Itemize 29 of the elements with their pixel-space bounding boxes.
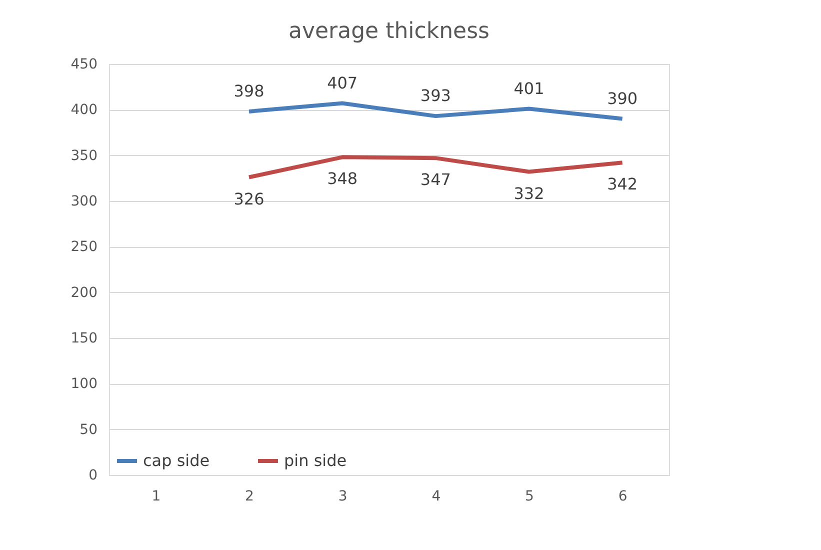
data-label: 390 [607, 88, 638, 108]
x-tick-label: 6 [618, 488, 628, 504]
data-label: 342 [607, 174, 638, 194]
data-label: 401 [514, 78, 544, 98]
x-tick-label: 3 [338, 488, 348, 504]
data-label: 348 [327, 169, 358, 188]
y-tick-label: 200 [70, 284, 98, 301]
data-label: 347 [420, 170, 451, 190]
data-label: 407 [327, 73, 358, 92]
x-tick-label: 5 [525, 488, 534, 504]
legend-label: cap side [143, 451, 210, 470]
data-label: 332 [514, 184, 544, 203]
y-tick-label: 400 [70, 102, 98, 118]
y-tick-label: 50 [80, 422, 98, 438]
x-tick-label: 4 [432, 488, 441, 504]
data-label: 326 [234, 189, 264, 208]
chart-title: average thickness [288, 19, 490, 44]
y-tick-label: 450 [70, 56, 98, 72]
y-tick-label: 0 [88, 468, 98, 484]
x-tick-label: 2 [245, 488, 254, 504]
legend-label: pin side [284, 451, 347, 470]
data-label: 393 [420, 86, 451, 106]
y-tick-label: 100 [70, 376, 98, 392]
y-tick-label: 350 [70, 148, 98, 164]
y-tick-label: 250 [70, 239, 98, 256]
x-tick-label: 1 [152, 488, 161, 504]
y-tick-label: 150 [70, 330, 98, 346]
y-tick-label: 300 [70, 194, 98, 210]
data-label: 398 [234, 81, 264, 100]
